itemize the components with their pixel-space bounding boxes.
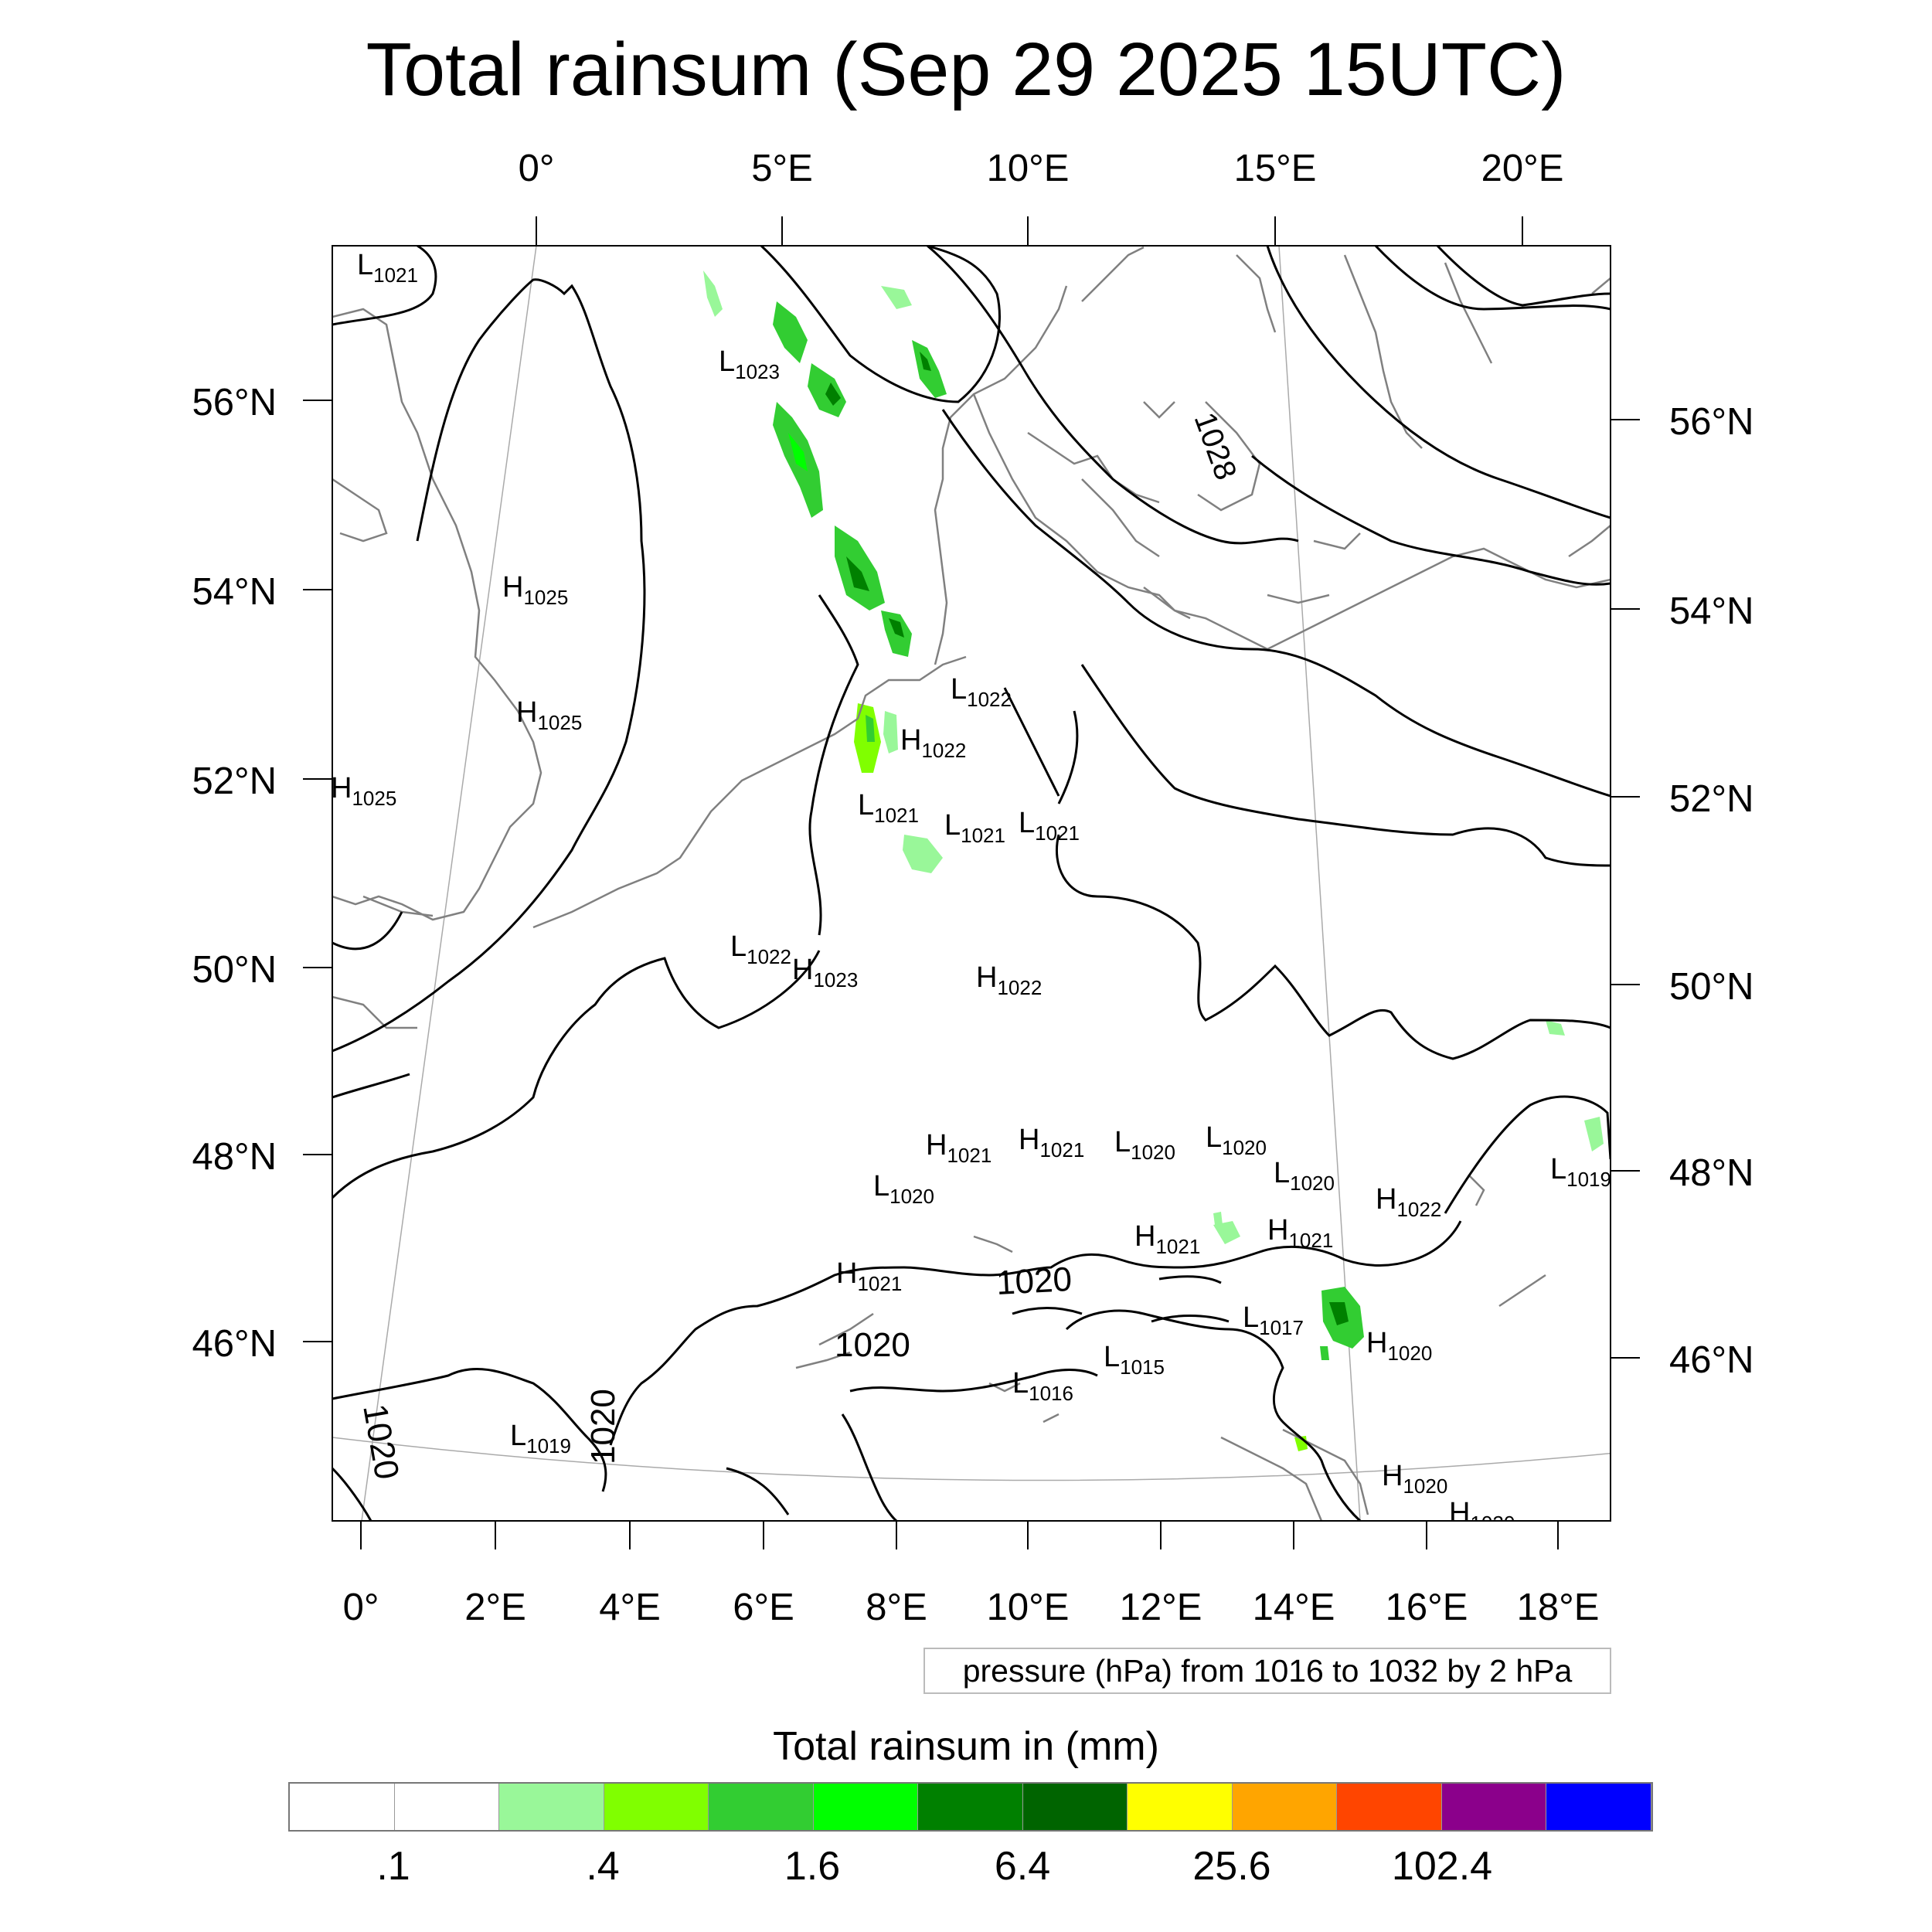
- pressure-center-label: L1020: [1206, 1121, 1267, 1159]
- top-lon-label: 10°E: [986, 148, 1070, 189]
- bottom-lon-label: 6°E: [733, 1587, 794, 1628]
- contour-label-1020-b: 1020: [835, 1326, 910, 1364]
- right-lat-label: 46°N: [1669, 1339, 1754, 1381]
- right-lat-label: 56°N: [1669, 401, 1754, 443]
- pressure-center-label: H1020: [1366, 1327, 1433, 1365]
- bottom-lon-label: 0°: [342, 1587, 379, 1628]
- pressure-note: pressure (hPa) from 1016 to 1032 by 2 hP…: [923, 1648, 1611, 1694]
- right-lat-label: 50°N: [1669, 966, 1754, 1008]
- colorbar-label: 6.4: [994, 1844, 1051, 1889]
- pressure-center-label: H1022: [1376, 1183, 1442, 1221]
- bottom-lon-label: 12°E: [1119, 1587, 1202, 1628]
- colorbar-cell: [604, 1784, 709, 1830]
- right-lat-label: 52°N: [1669, 778, 1754, 820]
- left-lat-label: 56°N: [192, 382, 277, 423]
- pressure-center-label: L1020: [873, 1170, 934, 1208]
- rain-patches: [703, 270, 1604, 1451]
- left-lat-label: 54°N: [192, 571, 277, 613]
- pressure-center-label: H1023: [792, 954, 859, 992]
- contour-label-1028: 1028: [1188, 408, 1243, 485]
- pressure-center-label: H1020: [1449, 1498, 1515, 1521]
- pressure-center-label: L1016: [1012, 1367, 1073, 1405]
- pressure-center-label: H1025: [516, 696, 583, 734]
- pressure-center-label: H1022: [976, 961, 1043, 999]
- contour-label-1020-c: 1020: [584, 1389, 622, 1464]
- colorbar-cell: [1128, 1784, 1233, 1830]
- left-lat-label: 46°N: [192, 1323, 277, 1365]
- bottom-lon-label: 10°E: [986, 1587, 1070, 1628]
- pressure-center-label: L1017: [1243, 1301, 1304, 1339]
- isobars: [332, 246, 1611, 1521]
- colorbar-cell: [499, 1784, 604, 1830]
- pressure-center-label: H1021: [1267, 1214, 1334, 1252]
- pressure-center-label: L1021: [944, 809, 1005, 847]
- colorbar-cell: [1232, 1784, 1338, 1830]
- pressure-center-label: L1019: [1550, 1153, 1611, 1191]
- colorbar-label: 25.6: [1192, 1844, 1271, 1889]
- pressure-center-label: L1021: [357, 249, 418, 287]
- top-lon-label: 5°E: [751, 148, 813, 189]
- bottom-lon-label: 4°E: [599, 1587, 661, 1628]
- bottom-lon-label: 2°E: [464, 1587, 526, 1628]
- contour-label-1020-d: 1020: [355, 1401, 406, 1482]
- contour-label-1020-a: 1020: [995, 1260, 1073, 1302]
- bottom-lon-label: 8°E: [866, 1587, 927, 1628]
- colorbar-label: .1: [376, 1844, 410, 1889]
- right-lat-label: 48°N: [1669, 1152, 1754, 1194]
- pressure-center-label: H1021: [926, 1129, 992, 1167]
- pressure-center-label: H1021: [1134, 1220, 1201, 1258]
- pressure-center-label: L1022: [730, 930, 791, 968]
- pressure-center-label: L1019: [510, 1420, 571, 1458]
- top-lon-label: 0°: [518, 148, 555, 189]
- colorbar-cell: [918, 1784, 1023, 1830]
- top-lon-label: 20°E: [1481, 148, 1564, 189]
- pressure-center-label: H1025: [331, 772, 397, 810]
- pressure-center-label: H1025: [502, 571, 569, 609]
- colorbar-cell: [1337, 1784, 1442, 1830]
- left-lat-label: 50°N: [192, 949, 277, 991]
- pressure-center-label: L1023: [719, 345, 780, 383]
- pressure-center-label: H1020: [1382, 1460, 1448, 1498]
- colorbar-cell: [1022, 1784, 1128, 1830]
- colorbar-label: 1.6: [784, 1844, 841, 1889]
- pressure-center-label: L1022: [951, 673, 1012, 711]
- colorbar-label: .4: [586, 1844, 620, 1889]
- pressure-center-label: H1021: [836, 1257, 903, 1295]
- colorbar-cell: [394, 1784, 500, 1830]
- left-lat-label: 48°N: [192, 1136, 277, 1178]
- colorbar-cell: [290, 1784, 395, 1830]
- left-lat-label: 52°N: [192, 760, 277, 802]
- pressure-center-label: L1015: [1104, 1341, 1165, 1379]
- right-lat-label: 54°N: [1669, 590, 1754, 632]
- pressure-center-label: H1022: [900, 724, 967, 762]
- colorbar-cell: [1546, 1784, 1651, 1830]
- bottom-lon-label: 14°E: [1252, 1587, 1335, 1628]
- pressure-center-label: H1021: [1019, 1124, 1085, 1162]
- colorbar-cell: [1441, 1784, 1547, 1830]
- pressure-center-label: L1021: [1019, 807, 1080, 845]
- colorbar-label: 102.4: [1391, 1844, 1493, 1889]
- pressure-center-label: L1020: [1114, 1126, 1175, 1164]
- colorbar-cell: [709, 1784, 814, 1830]
- colorbar-cell: [813, 1784, 919, 1830]
- axis-ticks: [303, 216, 1640, 1549]
- bottom-lon-label: 16°E: [1385, 1587, 1468, 1628]
- bottom-lon-label: 18°E: [1516, 1587, 1600, 1628]
- map-title: Total rainsum (Sep 29 2025 15UTC): [366, 27, 1566, 111]
- pressure-center-label: L1021: [858, 789, 919, 827]
- colorbar-title: Total rainsum in (mm): [773, 1724, 1159, 1769]
- top-lon-label: 15°E: [1233, 148, 1317, 189]
- map-frame: [332, 245, 1611, 1522]
- colorbar: [288, 1782, 1653, 1832]
- pressure-center-label: L1020: [1274, 1157, 1335, 1195]
